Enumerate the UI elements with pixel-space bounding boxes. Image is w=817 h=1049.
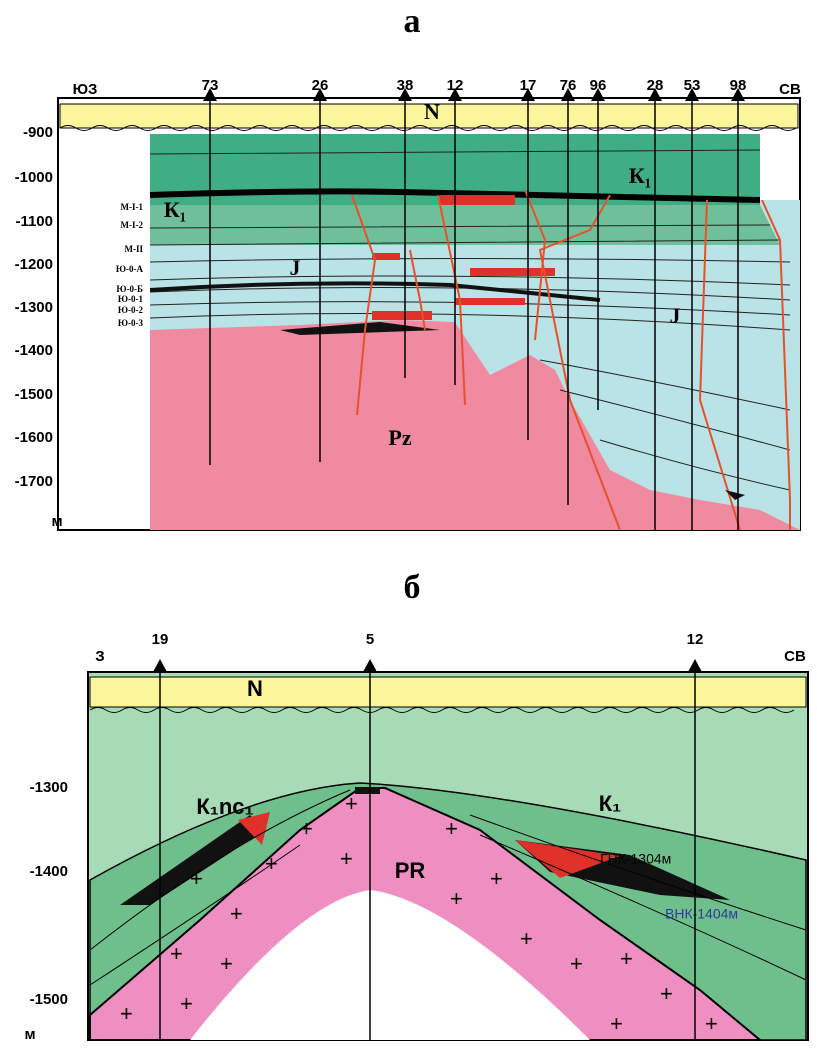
depth-label: -900 [23, 124, 53, 141]
svg-text:+: + [705, 1011, 718, 1036]
depth-label: -1100 [15, 213, 53, 230]
layer-label: Ю-0-3 [118, 318, 144, 328]
svg-text:+: + [620, 946, 633, 971]
formation-label: К₁ [599, 791, 622, 816]
depth-label: -1300 [15, 299, 53, 316]
formation-label: N [247, 676, 263, 701]
depth-label: -1000 [15, 169, 53, 186]
well-marker [153, 659, 167, 672]
layer-label: Ю-0-Б [116, 284, 143, 294]
depth-label: -1600 [15, 429, 53, 446]
depth-unit: м [51, 513, 62, 530]
depth-label: -1500 [15, 386, 53, 403]
well-label: 26 [312, 77, 329, 94]
formation-label: N [424, 99, 440, 124]
formation-label: Pz [388, 425, 411, 450]
formation-label: J [290, 255, 301, 280]
layer-label: Ю-0-2 [118, 305, 144, 315]
svg-text:+: + [520, 926, 533, 951]
svg-text:+: + [345, 791, 358, 816]
depth-label: -1500 [30, 991, 68, 1008]
well-label: 96 [590, 77, 607, 94]
direction-left: З [95, 648, 104, 665]
direction-right: СВ [779, 81, 801, 98]
direction-right: СВ [784, 648, 806, 665]
well-label: 19 [152, 631, 169, 648]
section-a [58, 98, 800, 530]
well-label: 73 [202, 77, 219, 94]
svg-text:+: + [230, 901, 243, 926]
depth-label: -1400 [15, 342, 53, 359]
well-label: 53 [684, 77, 701, 94]
svg-text:+: + [180, 991, 193, 1016]
svg-text:+: + [450, 886, 463, 911]
well-marker [363, 659, 377, 672]
well-label: 17 [520, 77, 537, 94]
svg-text:+: + [120, 1001, 133, 1026]
well-label: 76 [560, 77, 577, 94]
layer-label: М-I-2 [121, 220, 144, 230]
formation-label: PR [395, 858, 426, 883]
well-marker [688, 659, 702, 672]
svg-text:+: + [190, 866, 203, 891]
well-label: 28 [647, 77, 664, 94]
contact-label: ГНК-1304м [600, 851, 671, 867]
svg-text:+: + [340, 846, 353, 871]
svg-text:+: + [660, 981, 673, 1006]
well-label: 38 [397, 77, 414, 94]
svg-text:+: + [610, 1011, 623, 1036]
well-label: 98 [730, 77, 747, 94]
layer-label: М-I-1 [121, 202, 144, 212]
depth-label: -1700 [15, 473, 53, 490]
depth-label: -1400 [30, 863, 68, 880]
well-label: 12 [687, 631, 704, 648]
well-label: 5 [366, 631, 374, 648]
svg-text:+: + [220, 951, 233, 976]
formation-label: J [670, 303, 681, 328]
formation-label: К₁ [164, 197, 187, 222]
svg-text:+: + [445, 816, 458, 841]
svg-text:+: + [300, 816, 313, 841]
depth-label: -1300 [30, 779, 68, 796]
direction-left: ЮЗ [73, 81, 98, 98]
layer-label: Ю-0-1 [118, 294, 144, 304]
svg-text:+: + [570, 951, 583, 976]
panel-label: б [404, 569, 421, 606]
section-b: + + + + + + + + + + + + + + + + + + + [88, 672, 808, 1040]
formation-label: К₁ [629, 163, 652, 188]
layer-label: Ю-0-А [116, 264, 144, 274]
layer-label: М-II [125, 244, 144, 254]
well-label: 12 [447, 77, 464, 94]
panel-label: а [404, 3, 421, 40]
contact-label: ВНК-1404м [665, 906, 738, 922]
depth-label: -1200 [15, 256, 53, 273]
svg-text:+: + [170, 941, 183, 966]
formation-label: К₁nc₁ [196, 794, 253, 819]
svg-text:+: + [490, 866, 503, 891]
svg-text:+: + [265, 851, 278, 876]
depth-unit: м [24, 1026, 35, 1043]
